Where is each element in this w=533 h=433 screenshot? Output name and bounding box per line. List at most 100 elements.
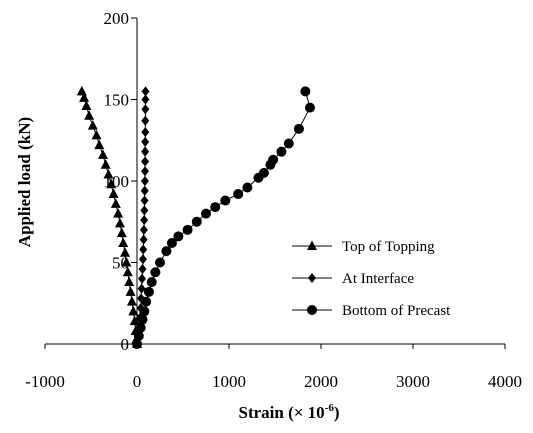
data-point	[137, 314, 148, 325]
legend-marker	[307, 305, 317, 315]
x-axis-title-main: Strain (× 10	[238, 403, 324, 422]
data-point	[140, 195, 149, 206]
data-point	[155, 257, 165, 268]
data-point	[139, 244, 148, 255]
data-point	[114, 217, 125, 228]
data-point	[220, 195, 231, 206]
data-point	[141, 115, 150, 126]
data-point	[118, 237, 129, 247]
data-point	[113, 208, 124, 218]
data-point	[91, 129, 102, 140]
x-tick-label: 1000	[212, 372, 246, 391]
data-point	[182, 224, 193, 235]
data-point	[173, 231, 184, 242]
data-point	[132, 339, 142, 349]
data-point	[139, 224, 148, 235]
data-point	[143, 286, 154, 297]
data-point	[293, 123, 304, 134]
data-point	[108, 188, 119, 199]
data-point	[146, 277, 157, 288]
data-point	[139, 306, 150, 317]
data-point	[97, 149, 108, 159]
data-point	[141, 296, 152, 307]
y-tick-label: 200	[104, 9, 130, 28]
data-point	[100, 159, 111, 169]
data-point	[120, 247, 131, 257]
data-point	[138, 254, 147, 265]
data-point	[138, 273, 147, 284]
data-point	[121, 257, 132, 267]
data-point	[141, 166, 150, 177]
data-point	[140, 215, 149, 226]
data-point	[268, 154, 279, 165]
data-point	[140, 205, 149, 216]
legend-marker	[307, 240, 317, 250]
data-point	[125, 286, 136, 296]
series-line	[81, 91, 138, 345]
data-point	[133, 330, 144, 341]
series-triangle	[76, 85, 142, 348]
legend-item: Top of Topping	[292, 239, 435, 255]
data-point	[129, 315, 140, 326]
data-point	[139, 234, 148, 245]
data-point	[141, 86, 150, 97]
legend-label: At Interface	[342, 271, 414, 287]
data-point	[84, 110, 95, 120]
data-point	[140, 185, 149, 196]
legend-label: Top of Topping	[342, 239, 435, 255]
data-point	[122, 266, 133, 277]
series-group	[76, 85, 315, 349]
data-point	[106, 178, 117, 189]
data-point	[210, 202, 221, 213]
data-point	[116, 227, 127, 238]
data-point	[300, 86, 311, 97]
legend: Top of Topping At Interface Bottom of Prec…	[292, 239, 451, 319]
legend-marker	[308, 273, 316, 283]
data-point	[201, 208, 211, 219]
data-point	[141, 146, 150, 157]
data-point	[141, 104, 150, 115]
legend-item: At Interface	[292, 271, 414, 287]
data-point	[103, 168, 114, 179]
data-point	[141, 127, 150, 138]
x-tick-label: 0	[133, 372, 142, 391]
data-point	[138, 264, 147, 275]
x-tick-label: -1000	[25, 372, 65, 391]
data-point	[76, 85, 87, 96]
data-point	[150, 267, 161, 278]
data-point	[191, 216, 202, 227]
data-point	[94, 139, 105, 150]
data-point	[128, 305, 139, 316]
data-point	[79, 92, 90, 102]
y-tick-label: 150	[104, 91, 130, 110]
x-tick-label: 2000	[304, 372, 338, 391]
data-point	[110, 198, 121, 208]
data-point	[242, 182, 253, 193]
data-point	[81, 100, 92, 111]
data-point	[166, 237, 177, 248]
x-axis-title-superscript: -6	[325, 402, 335, 414]
y-tick-label: 50	[112, 254, 129, 273]
data-point	[126, 296, 137, 306]
x-tick-label: 4000	[488, 372, 522, 391]
data-point	[283, 138, 294, 149]
x-ticks: -1000 0 1000 2000 3000 4000	[25, 344, 522, 391]
data-point	[140, 176, 149, 186]
data-point	[141, 94, 150, 105]
legend-label: Bottom of Precast	[342, 303, 451, 319]
x-axis-title-end: )	[334, 403, 340, 422]
data-point	[161, 246, 172, 257]
series-circle	[132, 86, 315, 349]
x-tick-label: 3000	[396, 372, 430, 391]
legend-item: Bottom of Precast	[292, 303, 451, 319]
y-tick-label: 0	[121, 335, 130, 354]
data-point	[135, 322, 146, 333]
data-point	[141, 136, 150, 147]
data-point	[233, 189, 244, 200]
data-point	[87, 120, 98, 130]
data-point	[304, 102, 315, 113]
data-point	[137, 283, 146, 294]
x-axis-title: Strain (× 10-6)	[238, 402, 339, 422]
data-point	[276, 146, 287, 157]
